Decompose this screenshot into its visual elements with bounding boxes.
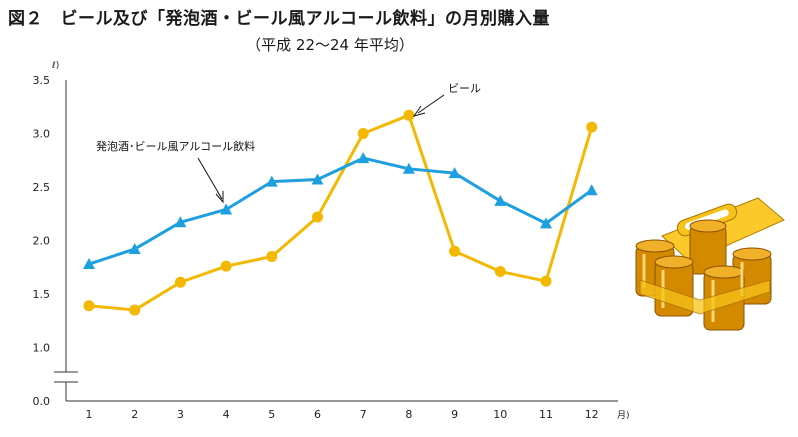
data-point-0	[403, 109, 415, 121]
y-tick-label: 1.5	[33, 288, 51, 301]
series-line-1	[88, 156, 593, 266]
x-ticks: 1 2 3 4 5 6 7 8 9 10 11 12	[86, 408, 599, 421]
y-tick-label: 2.5	[33, 181, 51, 194]
x-tick-label: 6	[314, 408, 321, 421]
beer-annotation-arrowhead	[412, 105, 426, 117]
x-tick-label: 12	[585, 408, 599, 421]
x-tick-label: 10	[493, 408, 507, 421]
chart-title: 図２ ビール及び「発泡酒・ビール風アルコール飲料」の月別購入量	[8, 9, 550, 29]
data-point-1	[265, 175, 278, 187]
data-point-0	[83, 300, 95, 312]
x-tick-label: 3	[177, 408, 184, 421]
x-tick-label: 2	[131, 408, 138, 421]
y-tick-label: 1.0	[33, 342, 51, 355]
data-point-0	[494, 266, 506, 278]
data-point-0	[220, 260, 232, 272]
data-point-1	[494, 194, 507, 206]
data-point-1	[174, 216, 187, 228]
data-point-0	[357, 128, 369, 139]
series-layer	[83, 109, 598, 316]
x-tick-label: 8	[405, 408, 412, 421]
x-tick-label: 9	[451, 408, 458, 421]
happoshu-annotation-arrow	[197, 157, 223, 200]
series-line-0	[88, 113, 594, 312]
y-axis-unit: ℓ)	[51, 61, 59, 71]
beer-annotation-arrow	[417, 94, 445, 114]
data-point-0	[312, 211, 323, 223]
data-point-1	[585, 184, 598, 196]
happoshu-annotation-label: 発泡酒･ビール風アルコール飲料	[96, 139, 255, 153]
data-point-1	[402, 162, 415, 174]
data-point-1	[220, 203, 233, 215]
data-point-1	[448, 167, 461, 179]
data-point-1	[83, 258, 95, 270]
x-tick-label: 5	[268, 408, 275, 421]
data-point-0	[266, 251, 278, 263]
data-point-0	[449, 245, 461, 257]
data-point-0	[586, 121, 598, 133]
x-tick-label: 7	[360, 408, 367, 421]
y-ticks: 0.0 1.0 1.5 2.0 2.5 3.0 3.5	[33, 74, 51, 408]
happoshu-annotation-arrowhead	[215, 191, 224, 204]
data-point-0	[174, 276, 186, 288]
beer-cans-illustration-icon	[635, 197, 785, 331]
x-tick-label: 4	[223, 408, 230, 421]
x-tick-label: 11	[539, 408, 553, 421]
data-point-1	[540, 217, 552, 229]
data-point-0	[540, 275, 552, 287]
y-tick-label: 3.0	[33, 128, 51, 141]
beer-annotation-label: ビール	[448, 82, 481, 95]
data-point-1	[311, 173, 324, 185]
data-point-0	[129, 304, 141, 316]
y-tick-label: 2.0	[33, 235, 51, 248]
x-tick-label: 1	[86, 408, 93, 421]
data-point-1	[357, 152, 370, 164]
y-tick-label: 0.0	[33, 395, 51, 408]
data-point-1	[128, 243, 141, 255]
chart-subtitle: （平成 22～24 年平均）	[246, 36, 414, 54]
x-axis-unit: 月)	[617, 410, 630, 421]
y-tick-label: 3.5	[33, 74, 51, 87]
